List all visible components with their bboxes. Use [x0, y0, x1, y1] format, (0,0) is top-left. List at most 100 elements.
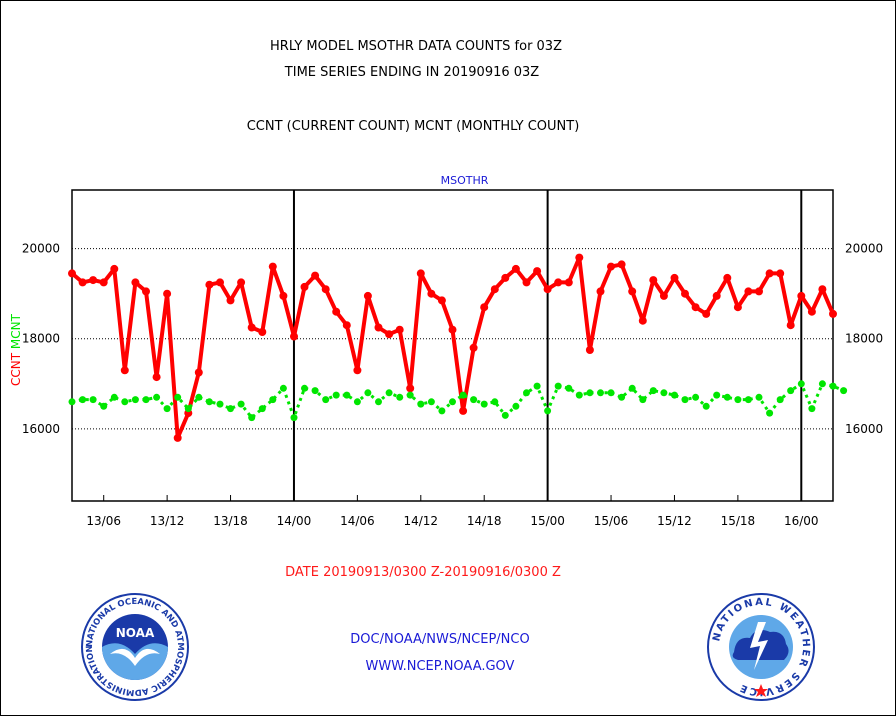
data-point-ccnt	[733, 303, 742, 312]
data-point-ccnt	[459, 406, 468, 415]
noaa-logo-text: NOAA	[116, 626, 155, 640]
data-point-mcnt	[459, 391, 467, 399]
data-point-mcnt	[702, 402, 710, 410]
data-point-ccnt	[712, 291, 721, 300]
data-point-mcnt	[385, 389, 393, 397]
data-point-ccnt	[723, 273, 732, 282]
data-point-ccnt	[385, 330, 394, 339]
data-point-ccnt	[247, 323, 256, 332]
series-mcnt	[68, 380, 848, 422]
data-point-mcnt	[597, 389, 604, 397]
data-point-ccnt	[68, 269, 76, 278]
data-point-mcnt	[840, 387, 848, 395]
data-point-mcnt	[248, 414, 256, 422]
data-point-ccnt	[311, 271, 320, 280]
data-point-mcnt	[153, 393, 161, 401]
data-point-ccnt	[321, 285, 330, 294]
data-point-ccnt	[163, 289, 172, 298]
data-point-ccnt	[607, 262, 615, 271]
data-point-mcnt	[227, 405, 234, 413]
data-point-ccnt	[554, 278, 563, 287]
data-point-ccnt	[490, 285, 499, 294]
data-point-mcnt	[216, 400, 224, 408]
data-point-ccnt	[300, 282, 309, 291]
data-point-mcnt	[512, 402, 520, 410]
x-tick-label: 13/18	[213, 514, 248, 528]
data-point-ccnt	[786, 321, 795, 330]
y-tick-label-right: 16000	[845, 422, 883, 436]
data-point-mcnt	[301, 384, 308, 392]
chart-title: MSOTHR	[441, 174, 489, 187]
data-point-ccnt	[691, 303, 700, 312]
data-point-ccnt	[342, 321, 351, 330]
data-point-ccnt	[501, 273, 510, 282]
data-point-ccnt	[670, 273, 679, 282]
series-layer	[68, 253, 848, 442]
data-point-mcnt	[290, 414, 298, 422]
data-point-mcnt	[279, 384, 287, 392]
data-point-mcnt	[734, 396, 742, 404]
data-point-ccnt	[374, 323, 383, 332]
data-point-mcnt	[586, 389, 594, 397]
data-point-ccnt	[818, 285, 827, 294]
data-point-mcnt	[121, 398, 129, 406]
data-point-mcnt	[628, 384, 636, 392]
data-point-mcnt	[68, 398, 76, 406]
data-point-ccnt	[110, 264, 119, 273]
data-point-ccnt	[131, 278, 140, 287]
data-point-ccnt	[363, 291, 372, 300]
data-point-mcnt	[776, 396, 784, 404]
data-point-ccnt	[617, 260, 626, 269]
data-point-mcnt	[787, 387, 795, 395]
data-point-mcnt	[713, 391, 721, 399]
data-point-ccnt	[511, 264, 520, 273]
data-point-ccnt	[205, 280, 214, 289]
data-point-mcnt	[533, 382, 541, 390]
website-link[interactable]: WWW.NCEP.NOAA.GOV	[365, 659, 515, 674]
data-point-ccnt	[437, 296, 446, 305]
data-point-mcnt	[438, 407, 446, 415]
x-tick-label: 14/12	[403, 514, 438, 528]
data-point-ccnt	[776, 269, 785, 278]
data-point-ccnt	[332, 307, 341, 316]
data-point-ccnt	[427, 289, 436, 298]
data-point-ccnt	[596, 287, 605, 296]
data-point-ccnt	[628, 287, 637, 296]
data-point-mcnt	[649, 387, 657, 395]
data-point-mcnt	[766, 409, 774, 417]
x-tick-label: 15/18	[721, 514, 756, 528]
label-layer: 16000 16000 18000 18000 20000 20000 13/06 13/12…	[9, 174, 883, 528]
data-point-mcnt	[575, 391, 583, 399]
data-point-mcnt	[829, 382, 837, 390]
data-point-mcnt	[427, 398, 435, 406]
data-point-ccnt	[258, 328, 267, 336]
data-point-ccnt	[681, 289, 689, 298]
data-point-mcnt	[100, 402, 108, 410]
data-point-ccnt	[702, 309, 711, 318]
date-range-label: DATE 20190913/0300 Z-20190916/0300 Z	[285, 565, 561, 580]
data-point-mcnt	[491, 398, 499, 406]
chart-header-line1: HRLY MODEL MSOTHR DATA COUNTS for 03Z	[270, 39, 562, 54]
data-point-mcnt	[406, 391, 414, 399]
data-point-ccnt	[585, 346, 594, 354]
y-tick-label-right: 18000	[845, 332, 883, 346]
data-point-mcnt	[618, 393, 626, 401]
data-point-mcnt	[744, 396, 752, 404]
series-ccnt	[68, 253, 837, 442]
data-point-ccnt	[194, 368, 203, 377]
grid-layer	[72, 248, 833, 430]
data-point-ccnt	[765, 269, 774, 278]
data-point-mcnt	[89, 396, 97, 404]
x-tick-label: 16/00	[784, 514, 819, 528]
data-point-mcnt	[343, 391, 351, 399]
x-tick-label: 15/00	[530, 514, 565, 528]
data-point-ccnt	[448, 325, 457, 334]
data-point-mcnt	[322, 396, 330, 404]
data-point-mcnt	[311, 387, 319, 395]
data-point-mcnt	[375, 398, 382, 406]
data-point-ccnt	[755, 287, 763, 296]
data-point-mcnt	[110, 393, 118, 401]
noaa-logo-icon: NATIONAL OCEANIC AND ATMOSPHERIC ADMINIS…	[80, 592, 189, 701]
data-point-mcnt	[184, 405, 192, 413]
